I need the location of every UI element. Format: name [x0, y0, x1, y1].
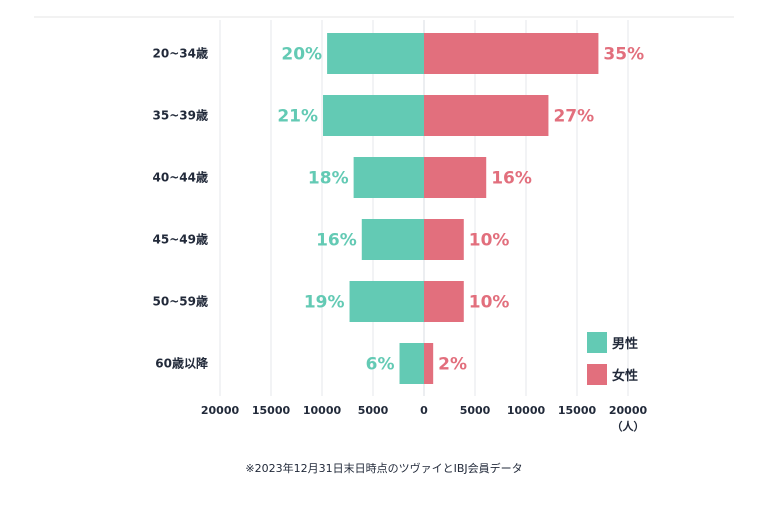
x-tick-label: 15000: [558, 404, 597, 417]
bar-female: [424, 95, 549, 136]
data-label-female: 27%: [553, 107, 594, 127]
x-tick-label: 10000: [507, 404, 546, 417]
data-label-male: 21%: [277, 107, 318, 127]
category-label: 20~34歳: [153, 46, 208, 61]
x-tick-label: 15000: [252, 404, 291, 417]
legend-label: 女性: [612, 368, 638, 384]
bar-female: [424, 281, 464, 322]
bar-male: [349, 281, 424, 322]
bar-male: [361, 219, 424, 260]
x-tick-label: 20000: [609, 404, 648, 417]
category-label: 45~49歳: [153, 232, 208, 247]
data-label-male: 16%: [316, 231, 357, 251]
x-tick-label: 20000: [201, 404, 240, 417]
category-label: 50~59歳: [153, 294, 208, 309]
category-label: 35~39歳: [153, 108, 208, 123]
bar-male: [399, 343, 424, 384]
data-label-female: 10%: [469, 231, 510, 251]
bar-female: [424, 33, 599, 74]
x-tick-label: 0: [420, 404, 428, 417]
bars: [323, 33, 599, 384]
data-label-male: 20%: [281, 45, 322, 65]
legend-swatch: [587, 364, 607, 385]
bar-female: [424, 219, 464, 260]
data-label-male: 19%: [304, 293, 345, 313]
grid-lines: [219, 20, 629, 396]
data-label-male: 6%: [366, 355, 395, 375]
data-label-female: 10%: [469, 293, 510, 313]
bar-female: [424, 343, 434, 384]
bar-male: [353, 157, 424, 198]
data-label-female: 35%: [603, 45, 644, 65]
labels: 20000 15000 10000 5000 0 5000 10000 15000 20000 （…: [153, 45, 648, 434]
data-label-female: 2%: [438, 355, 467, 375]
bar-male: [327, 33, 424, 74]
top-divider: [34, 16, 734, 18]
legend-swatch: [587, 332, 607, 353]
bar-male: [323, 95, 424, 136]
x-unit-label: （人）: [612, 419, 645, 433]
footnote: ※2023年12月31日末日時点のツヴァイとIBJ会員データ: [245, 462, 523, 475]
x-tick-label: 5000: [358, 404, 389, 417]
x-tick-label: 10000: [303, 404, 342, 417]
data-label-female: 16%: [491, 169, 532, 189]
category-label: 60歳以降: [155, 356, 209, 371]
data-label-male: 18%: [308, 169, 349, 189]
legend-label: 男性: [612, 336, 638, 352]
x-tick-label: 5000: [460, 404, 491, 417]
bar-female: [424, 157, 487, 198]
category-label: 40~44歳: [153, 170, 208, 185]
